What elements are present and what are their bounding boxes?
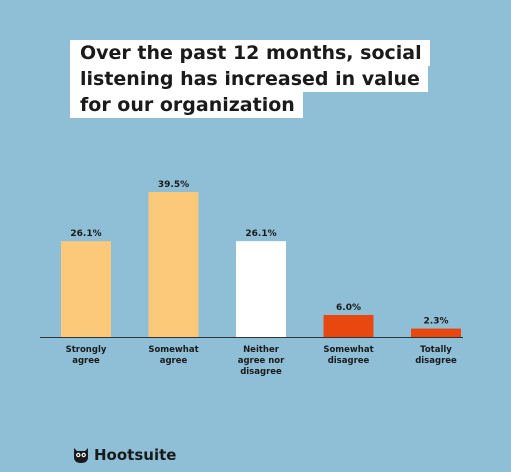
category-label: disagree: [328, 356, 370, 366]
data-label: 26.1%: [245, 229, 276, 239]
category-label: Somewhat: [148, 345, 198, 355]
category-label: Somewhat: [323, 345, 373, 355]
category-label: Strongly: [66, 345, 107, 355]
data-label: 39.5%: [158, 180, 189, 190]
category-label: Totally: [420, 345, 452, 355]
title-line-3: for our organization: [70, 92, 303, 118]
bar: [236, 241, 286, 337]
chart-title: Over the past 12 months, social listenin…: [70, 40, 430, 118]
data-label: 6.0%: [336, 303, 361, 313]
bar: [323, 314, 374, 337]
category-label: agree: [160, 356, 188, 366]
title-line-2: listening has increased in value: [70, 66, 428, 92]
category-label: Neither: [243, 345, 280, 355]
hootsuite-logo: Hootsuite: [72, 446, 176, 464]
data-label: 26.1%: [70, 229, 101, 239]
brand-name: Hootsuite: [94, 446, 177, 464]
category-label: disagree: [415, 356, 457, 366]
title-line-1: Over the past 12 months, social: [70, 40, 430, 66]
bar: [61, 241, 111, 337]
data-label: 2.3%: [424, 317, 449, 327]
bar: [411, 328, 461, 337]
category-label: agree: [72, 356, 100, 366]
bar: [148, 192, 199, 337]
category-label: disagree: [240, 367, 282, 377]
category-label: agree nor: [238, 356, 285, 366]
owl-icon: [74, 448, 88, 463]
